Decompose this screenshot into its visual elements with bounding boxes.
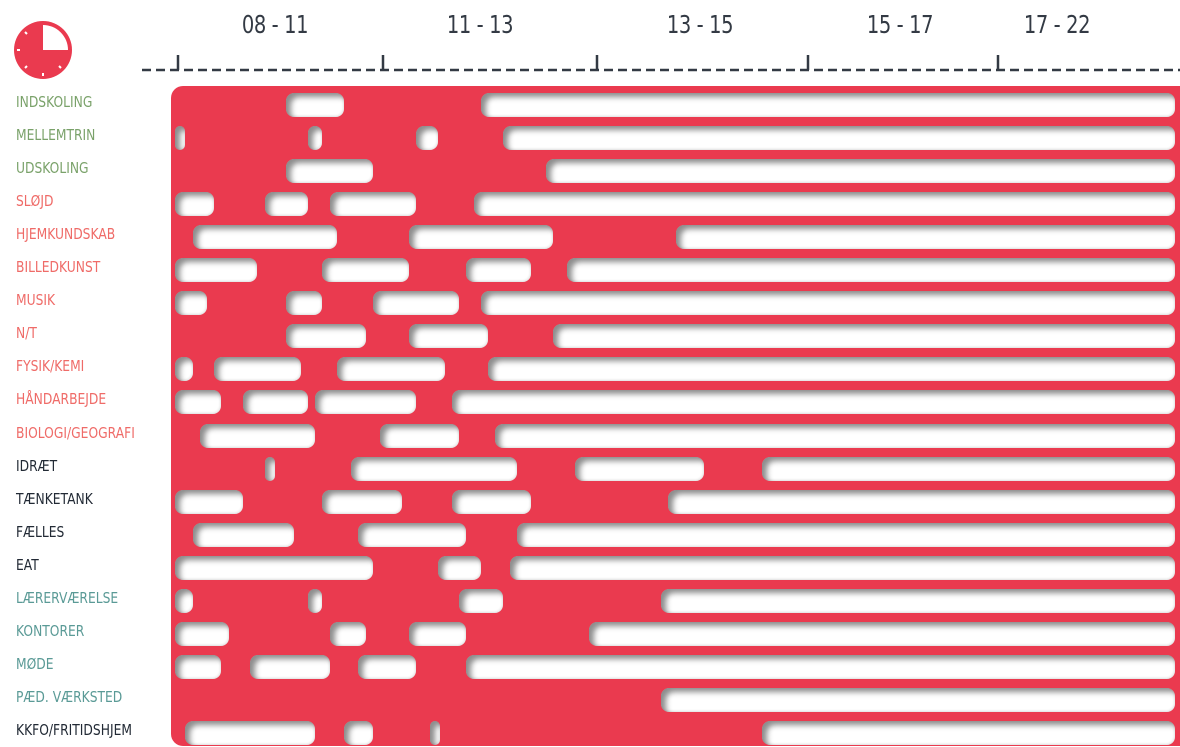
free-interval-bar — [174, 357, 193, 382]
free-interval-bar — [552, 324, 1175, 349]
free-interval-bar — [286, 93, 344, 117]
clock-icon — [14, 21, 72, 79]
time-slot-label: 11 - 13 — [446, 10, 514, 39]
free-interval-bar — [358, 654, 417, 679]
row-label: PÆD. VÆRKSTED — [16, 687, 123, 706]
free-interval-bar — [545, 159, 1175, 184]
free-interval-bar — [408, 225, 553, 250]
free-interval-bar — [343, 720, 373, 745]
row-label: IDRÆT — [16, 456, 58, 475]
row-label: N/T — [16, 324, 37, 343]
free-interval-bar — [307, 588, 323, 613]
free-interval-bar — [473, 192, 1175, 217]
free-interval-bar — [174, 489, 244, 514]
free-interval-bar — [322, 258, 409, 283]
free-interval-bar — [661, 588, 1175, 613]
free-interval-bar — [380, 423, 460, 448]
time-slot-label: 08 - 11 — [241, 10, 309, 39]
free-interval-bar — [480, 93, 1175, 117]
free-interval-bar — [243, 390, 308, 415]
row-label: FYSIK/KEMI — [16, 357, 85, 376]
row-label: INDSKOLING — [16, 93, 93, 111]
free-interval-bar — [574, 456, 705, 481]
free-interval-bar — [307, 126, 323, 151]
row-label: UDSKOLING — [16, 159, 89, 178]
free-interval-bar — [589, 621, 1175, 646]
free-interval-bar — [250, 654, 330, 679]
free-interval-bar — [192, 225, 337, 250]
free-interval-bar — [452, 390, 1175, 415]
free-interval-bar — [668, 489, 1175, 514]
time-slot-label: 17 - 22 — [1023, 10, 1091, 39]
free-interval-bar — [502, 126, 1175, 151]
free-interval-bar — [459, 588, 503, 613]
row-label: MØDE — [16, 654, 54, 673]
row-label: EAT — [16, 555, 39, 574]
free-interval-bar — [466, 654, 1175, 679]
free-interval-bar — [264, 192, 308, 217]
free-interval-bar — [174, 291, 208, 316]
free-interval-bar — [351, 456, 517, 481]
row-label: BILLEDKUNST — [16, 258, 101, 277]
free-interval-bar — [174, 654, 222, 679]
row-label: KKFO/FRITIDSHJEM — [16, 720, 132, 739]
free-interval-bar — [480, 291, 1175, 316]
free-interval-bar — [372, 291, 460, 316]
free-interval-bar — [286, 291, 323, 316]
free-interval-bar — [675, 225, 1175, 250]
row-label: LÆRERVÆRELSE — [16, 588, 119, 607]
row-label: SLØJD — [16, 192, 54, 211]
free-interval-bar — [199, 423, 316, 448]
free-interval-bar — [567, 258, 1175, 283]
free-interval-bar — [430, 720, 441, 745]
plot-area — [171, 86, 1180, 746]
time-header: 08 - 11 11 - 13 13 - 15 15 - 17 17 - 22 — [0, 0, 1180, 80]
row-label: MUSIK — [16, 291, 56, 310]
free-interval-bar — [174, 621, 229, 646]
free-interval-bar — [437, 555, 481, 580]
free-interval-bar — [661, 687, 1175, 712]
free-interval-bar — [509, 555, 1175, 580]
free-interval-bar — [466, 258, 532, 283]
free-interval-bar — [761, 720, 1175, 745]
row-label: FÆLLES — [16, 522, 65, 541]
time-slot-label: 15 - 17 — [866, 10, 934, 39]
free-interval-bar — [214, 357, 301, 382]
free-interval-bar — [516, 522, 1175, 547]
free-interval-bar — [322, 489, 402, 514]
free-interval-bar — [408, 324, 489, 349]
free-interval-bar — [174, 192, 215, 217]
free-interval-bar — [452, 489, 532, 514]
free-interval-bar — [174, 588, 193, 613]
time-slot-label: 13 - 15 — [666, 10, 734, 39]
row-label: HÅNDARBEJDE — [16, 390, 107, 409]
free-interval-bar — [192, 522, 294, 547]
free-interval-bar — [174, 390, 222, 415]
free-interval-bar — [336, 357, 445, 382]
free-interval-bar — [286, 324, 366, 349]
free-interval-bar — [315, 390, 417, 415]
free-interval-bar — [408, 621, 467, 646]
free-interval-bar — [761, 456, 1175, 481]
row-label: KONTORER — [16, 621, 85, 640]
free-interval-bar — [264, 456, 275, 481]
row-label: TÆNKETANK — [16, 489, 93, 508]
free-interval-bar — [329, 621, 366, 646]
row-label: BIOLOGI/GEOGRAFI — [16, 423, 135, 442]
free-interval-bar — [185, 720, 316, 745]
free-interval-bar — [174, 258, 258, 283]
free-interval-bar — [174, 555, 373, 580]
row-label: HJEMKUNDSKAB — [16, 225, 116, 244]
free-interval-bar — [488, 357, 1175, 382]
free-interval-bar — [416, 126, 438, 151]
free-interval-bar — [495, 423, 1175, 448]
free-interval-bar — [358, 522, 467, 547]
free-interval-bar — [329, 192, 417, 217]
free-interval-bar — [286, 159, 373, 184]
free-interval-bar — [174, 126, 186, 151]
time-axis — [142, 55, 1180, 72]
row-label: MELLEMTRIN — [16, 126, 96, 145]
